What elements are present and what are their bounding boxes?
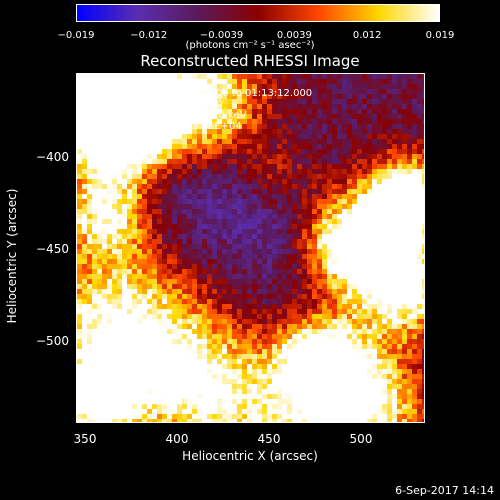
colorbar-unit-label: (photons cm⁻² s⁻¹ asec⁻²) [185,40,315,51]
x-axis-label: Heliocentric X (arcsec) [182,449,318,463]
colorbar-tick-label: −0.0039 [199,30,244,41]
y-tick: −500 [36,334,69,348]
x-tick: 350 [73,432,97,446]
colorbar [76,4,440,22]
colorbar-tick-label: −0.019 [57,30,95,41]
colorbar-tick-label: −0.012 [130,30,168,41]
detectors-label: Detectors: 1F 5F 7F, Att 0 [94,99,223,110]
colorbar-tick-label: 0.019 [425,30,455,41]
energy-range-label: Energy Range: 25.0 - 50.0 keV [94,110,247,121]
y-axis-label-text: Heliocentric Y (arcsec) [5,188,19,324]
x-tick: 400 [165,432,189,446]
rhessi-image [76,73,425,423]
timestamp: 6-Sep-2017 14:14 [395,484,494,497]
image-title: Reconstructed RHESSI Image [140,52,360,70]
colorbar-tick-label: 0.012 [352,30,382,41]
x-tick: 450 [257,432,281,446]
colorbar-tick-label: 0.0039 [276,30,312,41]
peak-position-label: Position of Peak: [458,-363] [94,397,232,408]
y-axis-label: Heliocentric Y (arcsec) [5,189,19,324]
y-tick: −400 [36,150,69,164]
y-tick: −450 [36,242,69,256]
time-range-label: 29-Sep-2015 01:03:12.000 to 01:13:12.000 [94,88,313,99]
total-counts-label: Clean Total counts: 3.96E+04 [94,121,242,132]
x-tick: 500 [349,432,373,446]
